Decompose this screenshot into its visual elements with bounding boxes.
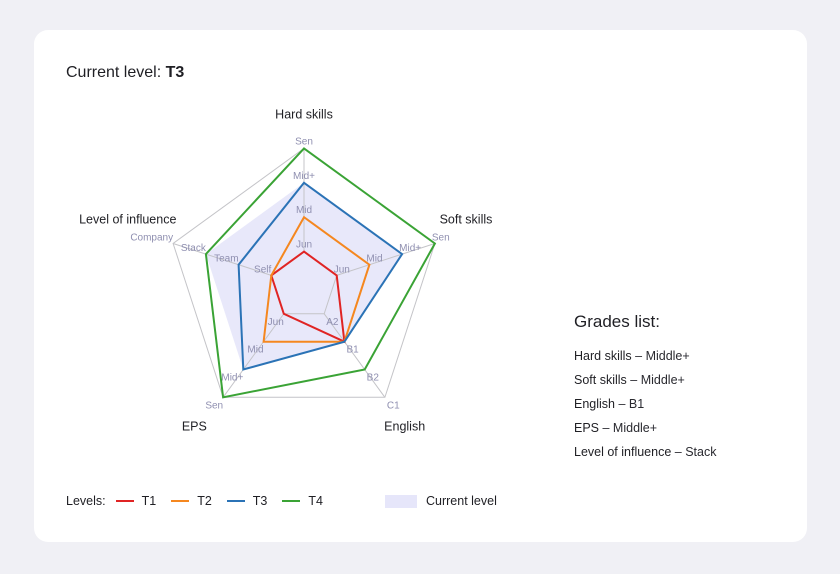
grades-list-title: Grades list: bbox=[574, 312, 660, 331]
grade-value: B1 bbox=[628, 397, 645, 411]
grade-label: Soft skills bbox=[574, 373, 627, 387]
series-t1-line bbox=[270, 250, 346, 344]
current-level-area bbox=[205, 182, 403, 370]
current-level-label: Current level: bbox=[66, 64, 162, 81]
axis-name: Hard skills bbox=[275, 107, 333, 121]
grade-value: Middle+ bbox=[640, 373, 685, 387]
tick-label: Self bbox=[254, 264, 271, 275]
series-t4-line bbox=[204, 147, 437, 399]
legend-label: T1 bbox=[141, 494, 157, 508]
legend-label: Current level bbox=[426, 494, 497, 508]
tick-label: Stack bbox=[181, 243, 207, 254]
tick-label: Mid+ bbox=[399, 243, 421, 254]
legend-item-t4: T4 bbox=[282, 494, 323, 508]
grade-separator: – bbox=[626, 373, 641, 387]
grade-row-level-of-influence: Level of influence – Stack bbox=[574, 440, 716, 464]
grade-row-english: English – B1 bbox=[574, 392, 716, 416]
tick-label: Sen bbox=[205, 400, 223, 411]
series-t2-line bbox=[262, 215, 371, 343]
grade-label: EPS bbox=[574, 421, 600, 435]
legend-swatch bbox=[171, 500, 190, 502]
grade-separator: – bbox=[599, 421, 613, 435]
tick-label: Jun bbox=[334, 264, 350, 275]
tick-label: Sen bbox=[295, 136, 313, 147]
grade-value: Stack bbox=[685, 445, 717, 459]
tick-label: A2 bbox=[326, 317, 339, 328]
tick-label: Jun bbox=[296, 240, 312, 251]
current-level-swatch bbox=[385, 494, 417, 508]
tick-label: B1 bbox=[346, 345, 359, 356]
legend-label: T2 bbox=[197, 494, 212, 508]
current-level-heading: Current level: T3 bbox=[66, 64, 184, 82]
legend-title: Levels: bbox=[66, 494, 106, 508]
grid-spoke bbox=[336, 243, 436, 276]
legend-label: T4 bbox=[308, 494, 323, 508]
axis-name: English bbox=[384, 419, 425, 433]
tick-label: C1 bbox=[387, 400, 400, 411]
series-t3-line bbox=[237, 181, 404, 371]
grade-separator: – bbox=[615, 397, 629, 411]
grade-label: English bbox=[574, 397, 615, 411]
chart-card bbox=[34, 30, 807, 542]
axis-name: EPS bbox=[182, 419, 207, 433]
grid-spoke bbox=[222, 313, 285, 398]
tick-label: Team bbox=[214, 254, 238, 265]
grade-label: Level of influence bbox=[574, 445, 672, 459]
grade-row-eps: EPS – Middle+ bbox=[574, 416, 716, 440]
tick-label: Jun bbox=[268, 317, 284, 328]
tick-label: Mid+ bbox=[221, 372, 243, 383]
tick-label: Mid bbox=[296, 205, 312, 216]
legend-item-t1: T1 bbox=[115, 494, 157, 508]
legend-label: T3 bbox=[252, 494, 268, 508]
tick-label: Mid bbox=[247, 345, 263, 356]
grid-spoke bbox=[172, 243, 272, 276]
tick-label: B2 bbox=[367, 372, 380, 383]
grade-separator: – bbox=[671, 445, 686, 459]
tick-label: Company bbox=[130, 232, 173, 243]
grade-label: Hard skills bbox=[574, 349, 632, 363]
axis-name: Soft skills bbox=[440, 212, 493, 226]
grade-value: Middle+ bbox=[645, 349, 690, 363]
tick-label: Sen bbox=[432, 232, 450, 243]
grade-row-hard-skills: Hard skills – Middle+ bbox=[574, 344, 716, 368]
grid-spoke bbox=[323, 313, 386, 398]
grade-row-soft-skills: Soft skills – Middle+ bbox=[574, 368, 716, 392]
current-level-value: T3 bbox=[165, 64, 185, 81]
legend-swatch bbox=[115, 500, 134, 502]
legend-swatch bbox=[282, 500, 301, 502]
tick-label: Mid+ bbox=[293, 171, 315, 182]
tick-label: Mid bbox=[366, 254, 382, 265]
legend-item-current-level: Current level bbox=[385, 494, 497, 508]
grades-list: Grades list: Hard skills – Middle+ Soft … bbox=[574, 312, 716, 464]
legend: Levels: T1 T2 T3 T4 bbox=[66, 494, 338, 508]
legend-item-t2: T2 bbox=[171, 494, 212, 508]
grade-separator: – bbox=[631, 349, 646, 363]
legend-swatch bbox=[226, 500, 245, 502]
grade-value: Middle+ bbox=[612, 421, 658, 435]
axis-name: Level of influence bbox=[79, 212, 176, 226]
legend-item-t3: T3 bbox=[226, 494, 268, 508]
